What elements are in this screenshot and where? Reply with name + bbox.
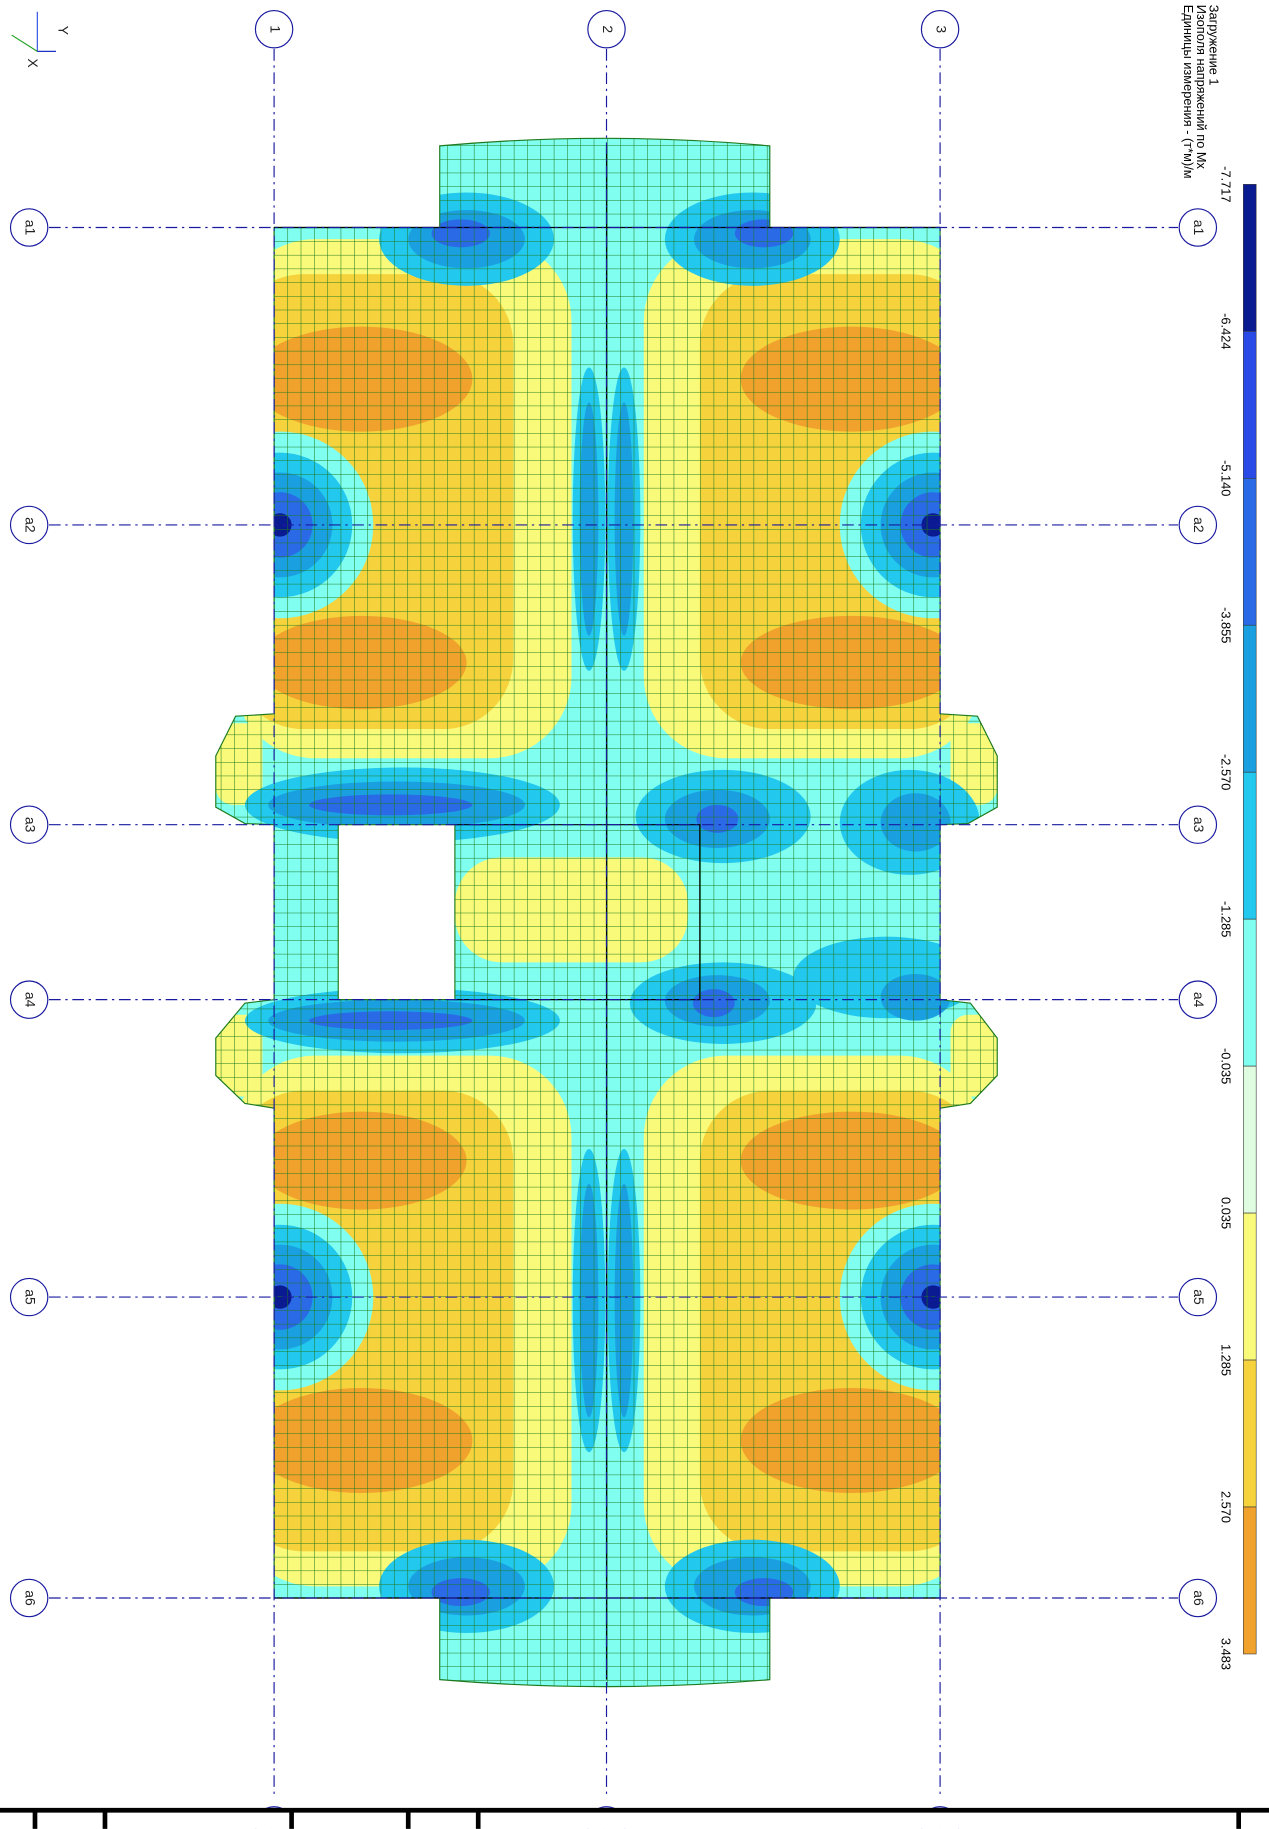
title-block [0, 1808, 1269, 1829]
legend: -7.717 -6.424 -5.140 -3.855 -2.570 -1.285 -0.0… [1218, 166, 1256, 1670]
axis-label: а3 [22, 817, 38, 833]
legend-value: -2.570 [1218, 754, 1233, 790]
axis-label: а4 [1191, 992, 1207, 1008]
axis-label: 3 [933, 25, 949, 33]
legend-swatch [1243, 331, 1256, 478]
axis-label: а4 [22, 992, 38, 1008]
legend-swatch [1243, 184, 1256, 331]
axis-label: а5 [22, 1289, 38, 1305]
legend-value: -3.855 [1218, 607, 1233, 643]
legend-value: -1.285 [1218, 901, 1233, 937]
axis-label: а6 [1191, 1590, 1207, 1606]
legend-value: 0.035 [1218, 1197, 1233, 1229]
page: 112233а1а1а2а2а3а3а4а4а5а5а6а6 -7.717-6.… [0, 0, 1269, 1829]
axis-icon [12, 12, 56, 52]
legend-value: 1.285 [1218, 1344, 1233, 1376]
axis-label: 1 [267, 25, 283, 33]
legend-value: -6.424 [1218, 313, 1233, 349]
legend-value: 3.483 [1218, 1638, 1233, 1670]
legend-swatch [1243, 1360, 1256, 1507]
axis-label: а2 [22, 517, 38, 533]
legend-swatch [1243, 1213, 1256, 1360]
axis-x-label: X [25, 58, 41, 68]
axis-label: а1 [22, 220, 38, 236]
axis-label: а6 [22, 1590, 38, 1606]
scene: 112233а1а1а2а2а3а3а4а4а5а5а6а6 -7.717-6.… [0, 0, 1269, 1829]
legend-swatch [1243, 772, 1256, 919]
legend-value: -0.035 [1218, 1048, 1233, 1084]
axis-y-label: Y [55, 26, 71, 36]
legend-value: -5.140 [1218, 460, 1233, 496]
legend-swatch [1243, 625, 1256, 772]
legend-value: 2.570 [1218, 1491, 1233, 1523]
legend-swatch [1243, 1066, 1256, 1213]
legend-swatch [1243, 1507, 1256, 1654]
axis-label: а2 [1191, 517, 1207, 533]
axis-label: а5 [1191, 1289, 1207, 1305]
axis-label: а3 [1191, 817, 1207, 833]
legend-swatch [1243, 478, 1256, 625]
axis-label: а1 [1191, 220, 1207, 236]
axis-label: 2 [600, 25, 616, 33]
header-line: Изополя напряжений по Mx [1194, 5, 1209, 170]
legend-value: -7.717 [1218, 166, 1233, 202]
header-line: Единицы измерения - (т*м)/м [1181, 5, 1196, 179]
header-line: Загружение 1 [1207, 5, 1222, 86]
legend-swatch [1243, 919, 1256, 1066]
